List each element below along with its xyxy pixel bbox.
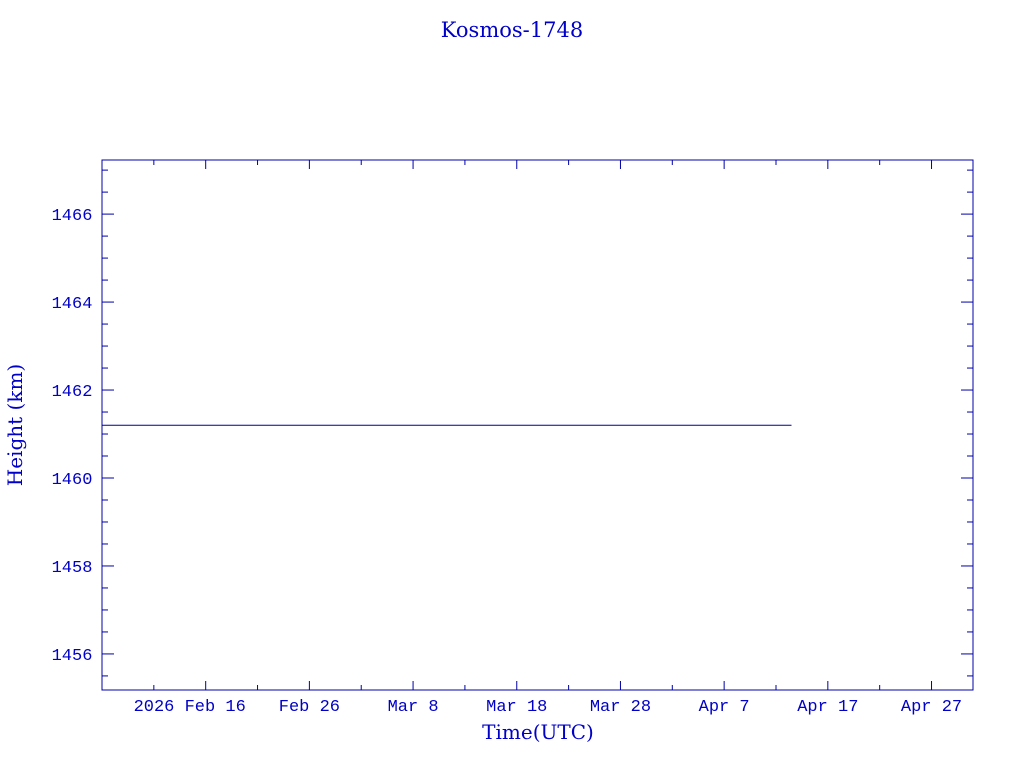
y-tick-label: 1464 <box>52 295 93 314</box>
x-tick-label: 2026 Feb 16 <box>134 698 246 717</box>
y-tick-label: 1456 <box>52 647 93 666</box>
y-tick-label: 1460 <box>52 471 93 490</box>
chart-title: Kosmos-1748 <box>441 18 583 42</box>
x-tick-label: Mar 18 <box>486 698 547 717</box>
x-tick-label: Apr 17 <box>797 698 858 717</box>
y-tick-label: 1458 <box>52 559 93 578</box>
y-tick-label: 1466 <box>52 207 93 226</box>
x-tick-label: Apr 27 <box>901 698 962 717</box>
x-tick-label: Feb 26 <box>279 698 340 717</box>
x-axis-label: Time(UTC) <box>482 720 594 744</box>
y-axis-label: Height (km) <box>3 364 27 486</box>
x-tick-label: Mar 8 <box>388 698 439 717</box>
x-tick-label: Apr 7 <box>699 698 750 717</box>
x-tick-label: Mar 28 <box>590 698 651 717</box>
y-tick-label: 1462 <box>52 383 93 402</box>
